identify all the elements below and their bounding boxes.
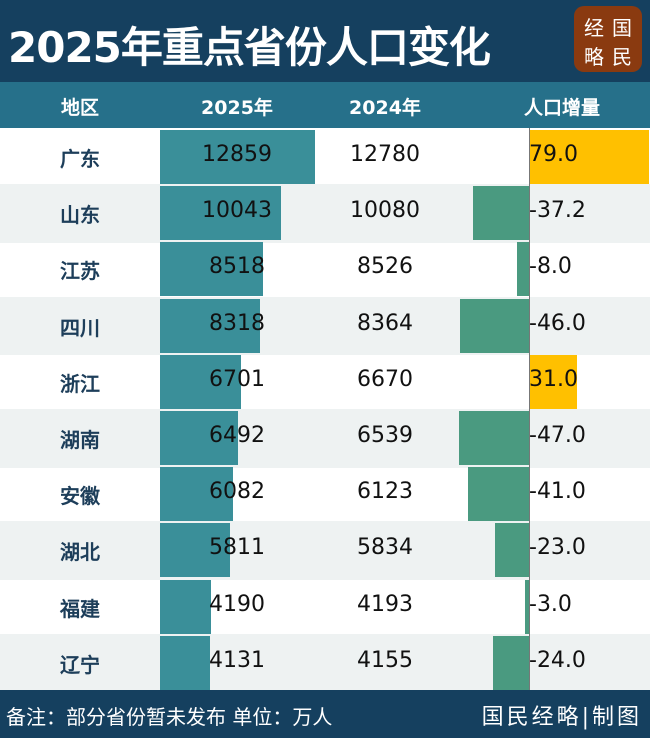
logo-char: 国 [612,16,632,40]
value-2025: 5811 [209,535,265,561]
bar-delta [524,579,529,634]
table-row: 湖南 6492 6539 -47.0 [0,409,650,468]
region-label: 安徽 [60,484,100,509]
table-row: 福建 4190 4193 -3.0 [0,578,650,637]
logo-char: 民 [612,45,632,69]
table-row: 四川 8318 8364 -46.0 [0,296,650,356]
value-2024: 8364 [357,310,413,336]
value-2024: 4193 [357,591,413,617]
page-title: 2025年重点省份人口变化 [8,23,491,72]
value-2024: 6123 [357,479,413,505]
value-2024: 5834 [357,535,413,561]
value-delta: -47.0 [529,423,586,448]
header-delta: 人口增量 [523,97,601,119]
value-2025: 8318 [209,310,265,336]
value-2025: 6082 [209,479,265,505]
logo-char: 略 [584,45,604,69]
footer-credit: 国民经略|制图 [481,705,642,730]
value-2024: 12780 [350,142,420,167]
value-delta: -8.0 [529,254,572,280]
value-2024: 6539 [357,423,413,448]
bar-delta [458,411,529,465]
bar-delta [530,354,577,409]
table-row: 江苏 8518 8526 -8.0 [0,240,650,299]
bar-2025 [160,354,241,409]
delta-axis [529,128,530,690]
title-bar: 2025年重点省份人口变化 经 国 略 民 [0,0,650,82]
bar-delta [473,186,529,241]
logo-char: 经 [584,16,604,40]
footer: 备注：部分省份暂未发布 单位：万人 国民经略|制图 [0,690,650,738]
value-delta: -3.0 [529,591,572,617]
region-label: 湖南 [60,428,100,452]
table-row: 山东 10043 10080 -37.2 [0,184,650,243]
table-row: 广东 12859 12780 79.0 [0,128,650,187]
bar-2025 [160,186,282,241]
bar-delta [493,635,529,690]
value-2024: 10080 [350,198,420,224]
value-delta: -23.0 [529,535,586,561]
logo: 经 国 略 民 [574,6,642,72]
header-region: 地区 [60,97,100,119]
bar-2025 [160,467,234,522]
value-delta: -46.0 [529,310,586,336]
value-2024: 4155 [357,647,413,673]
bar-delta [460,298,529,353]
value-delta: 31.0 [529,366,578,392]
value-2024: 6670 [357,366,413,392]
bar-2025 [160,242,263,297]
value-delta: 79.0 [529,142,578,167]
region-label: 四川 [60,315,100,340]
region-label: 湖北 [60,540,100,565]
value-delta: -24.0 [529,647,586,673]
value-2024: 8526 [357,254,413,280]
region-label: 辽宁 [60,652,100,677]
region-label: 福建 [60,596,100,621]
bar-delta [467,467,529,522]
region-label: 广东 [60,147,100,171]
value-2025: 8518 [209,254,265,280]
table-row: 浙江 6701 6670 31.0 [0,353,650,412]
bar-delta [530,130,649,184]
value-2025: 6492 [209,423,265,448]
bar-2025 [160,298,261,353]
bar-delta [494,523,529,578]
bar-2025 [160,579,211,634]
bar-2025 [160,523,231,578]
table-row: 辽宁 4131 4155 -24.0 [0,633,650,693]
bar-delta [517,242,529,297]
bar-2025 [160,130,315,184]
table-row: 湖北 5811 5834 -23.0 [0,521,650,580]
region-label: 山东 [60,203,100,228]
value-2025: 4190 [209,591,265,617]
footer-note: 备注：部分省份暂未发布 单位：万人 [6,705,333,729]
value-2025: 12859 [202,142,272,167]
value-delta: -41.0 [529,479,586,505]
bar-2025 [160,635,210,690]
header-2025: 2025年 [201,97,273,119]
value-delta: -37.2 [529,198,586,224]
value-2025: 6701 [209,366,265,392]
table-header: 地区 2025年 2024年 人口增量 [0,82,650,128]
value-2025: 10043 [202,198,272,224]
region-label: 江苏 [60,259,100,284]
region-label: 浙江 [60,371,100,396]
header-2024: 2024年 [349,97,421,119]
value-2025: 4131 [209,647,265,673]
table-row: 安徽 6082 6123 -41.0 [0,465,650,524]
bar-2025 [160,411,239,465]
